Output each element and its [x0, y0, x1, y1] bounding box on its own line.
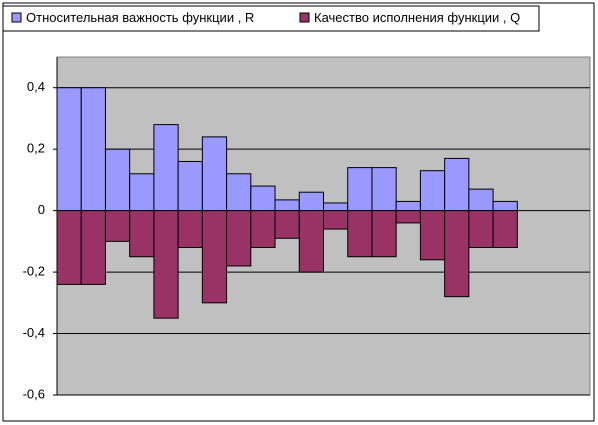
bar: [177, 210, 203, 249]
y-tick-label: 0: [38, 202, 45, 217]
bar: [492, 210, 518, 249]
bar: [371, 210, 397, 258]
bar: [468, 188, 494, 212]
bar: [250, 185, 276, 212]
bar: [129, 173, 155, 212]
legend-swatch: [299, 12, 310, 23]
bar: [419, 170, 446, 212]
y-tick-label: 0,4: [27, 79, 45, 94]
bar: [104, 148, 131, 212]
legend-label: Качество исполнения функции , Q: [314, 10, 520, 25]
bar: [201, 136, 228, 212]
y-tick-label: -0,2: [23, 264, 45, 279]
bar: [444, 157, 470, 212]
bar: [323, 202, 349, 212]
bar: [177, 160, 203, 212]
legend-swatch: [11, 12, 22, 23]
bar: [80, 210, 106, 285]
bar: [153, 210, 179, 319]
bar: [492, 200, 518, 212]
bar: [274, 210, 300, 239]
legend-label: Относительная важность функции , R: [26, 10, 254, 25]
y-tick-label: 0,2: [27, 141, 45, 156]
y-tick-label: -0,6: [23, 386, 45, 401]
bar: [153, 124, 179, 212]
legend-box: [2, 5, 540, 32]
bar: [201, 210, 228, 304]
bar: [395, 210, 421, 224]
bar: [323, 210, 349, 230]
bar: [56, 87, 82, 212]
bar: [129, 210, 155, 258]
bar: [56, 210, 82, 285]
bar: [104, 210, 131, 242]
bar: [250, 210, 276, 249]
bar: [371, 167, 397, 212]
bar: [395, 200, 421, 212]
bar: [347, 167, 373, 212]
bar: [444, 210, 470, 298]
bar: [80, 87, 106, 212]
bar: [298, 210, 325, 273]
bar: [347, 210, 373, 258]
bar: [274, 199, 300, 212]
y-tick-label: -0,4: [23, 325, 45, 340]
bar: [226, 173, 252, 212]
bar: [226, 210, 252, 267]
bar: [419, 210, 446, 261]
bar: [468, 210, 494, 249]
bar: [298, 191, 325, 212]
